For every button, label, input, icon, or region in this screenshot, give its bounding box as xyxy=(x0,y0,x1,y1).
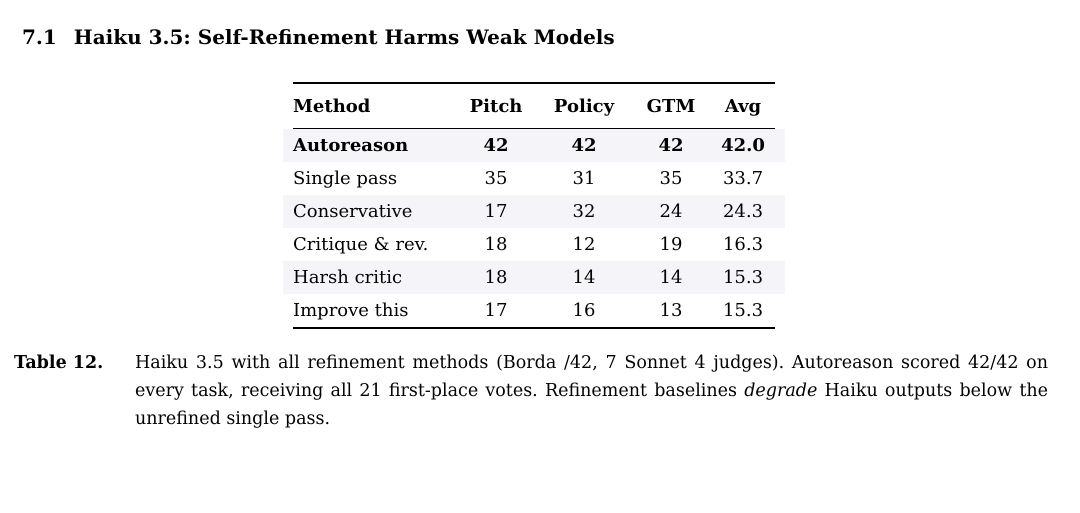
table-header-rule xyxy=(293,128,775,130)
table-cell: 31 xyxy=(572,168,596,190)
table-cell: 24 xyxy=(659,201,683,223)
section-title: Haiku 3.5: Self-Refinement Harms Weak Mo… xyxy=(73,25,615,49)
column-header: GTM xyxy=(646,95,696,117)
table-cell: 35 xyxy=(484,168,508,190)
results-table: Method Pitch Policy GTM Avg Autoreason 42 42 42… xyxy=(283,82,785,330)
table-row: Harsh critic 18 14 14 15.3 xyxy=(283,261,785,295)
table-cell: 16 xyxy=(572,300,596,322)
caption-segment: Haiku 3.5 with all refinement methods (B… xyxy=(135,353,1048,402)
table-cell: Single pass xyxy=(293,168,398,190)
table-cell: Harsh critic xyxy=(293,267,403,289)
table-cell: 17 xyxy=(484,300,508,322)
table-cell: 42.0 xyxy=(721,135,765,157)
table-cell: 13 xyxy=(659,300,683,322)
table-cell: 16.3 xyxy=(722,234,764,256)
table-cell: 42 xyxy=(658,135,684,157)
section-number: 7.1 xyxy=(22,25,57,49)
caption-segment: Haiku outputs below the unrefined single… xyxy=(135,381,1048,430)
table-cell: 42 xyxy=(571,135,597,157)
table-cell: 24.3 xyxy=(722,201,764,223)
table-cell: Critique & rev. xyxy=(293,234,429,256)
table-cell: 18 xyxy=(484,267,508,289)
table-row: Single pass 35 31 35 33.7 xyxy=(283,162,785,195)
table-cell: 32 xyxy=(572,201,596,223)
table-cell: 17 xyxy=(484,201,508,223)
caption-label: Table 12. xyxy=(14,353,104,374)
table-body: Autoreason 42 42 42 42.0 Single pass 35 31 35 33.… xyxy=(283,129,785,327)
table-cell: 14 xyxy=(659,267,683,289)
paper-page: 7.1 Haiku 3.5: Self-Refinement Harms Wea… xyxy=(0,25,1080,433)
table-caption: Table 12. Haiku 3.5 with all refinement … xyxy=(14,349,1048,433)
table-cell: 15.3 xyxy=(722,267,764,289)
column-header: Method xyxy=(293,95,371,117)
caption-italic-segment: degrade xyxy=(744,381,818,402)
section-heading: 7.1 Haiku 3.5: Self-Refinement Harms Wea… xyxy=(22,25,1080,49)
column-header: Pitch xyxy=(469,95,523,117)
column-header: Avg xyxy=(724,95,762,117)
table-top-rule xyxy=(293,82,775,84)
table-cell: 15.3 xyxy=(722,300,764,322)
table-cell: 35 xyxy=(659,168,683,190)
table-cell: 42 xyxy=(483,135,509,157)
table-cell: Improve this xyxy=(293,300,409,322)
table-cell: 19 xyxy=(659,234,683,256)
table-header-row: Method Pitch Policy GTM Avg xyxy=(283,84,785,128)
table-cell: 33.7 xyxy=(722,168,764,190)
table-cell: 14 xyxy=(572,267,596,289)
table-row: Conservative 17 32 24 24.3 xyxy=(283,195,785,229)
table-row: Autoreason 42 42 42 42.0 xyxy=(283,129,785,163)
table-cell: 12 xyxy=(572,234,596,256)
table-row: Critique & rev. 18 12 19 16.3 xyxy=(283,228,785,261)
table-cell: Autoreason xyxy=(293,135,409,157)
table-cell: Conservative xyxy=(293,201,413,223)
table-bottom-rule xyxy=(293,327,775,330)
table-row: Improve this 17 16 13 15.3 xyxy=(283,294,785,327)
table-cell: 18 xyxy=(484,234,508,256)
caption-text: Haiku 3.5 with all refinement methods (B… xyxy=(135,353,1048,429)
column-header: Policy xyxy=(553,95,615,117)
